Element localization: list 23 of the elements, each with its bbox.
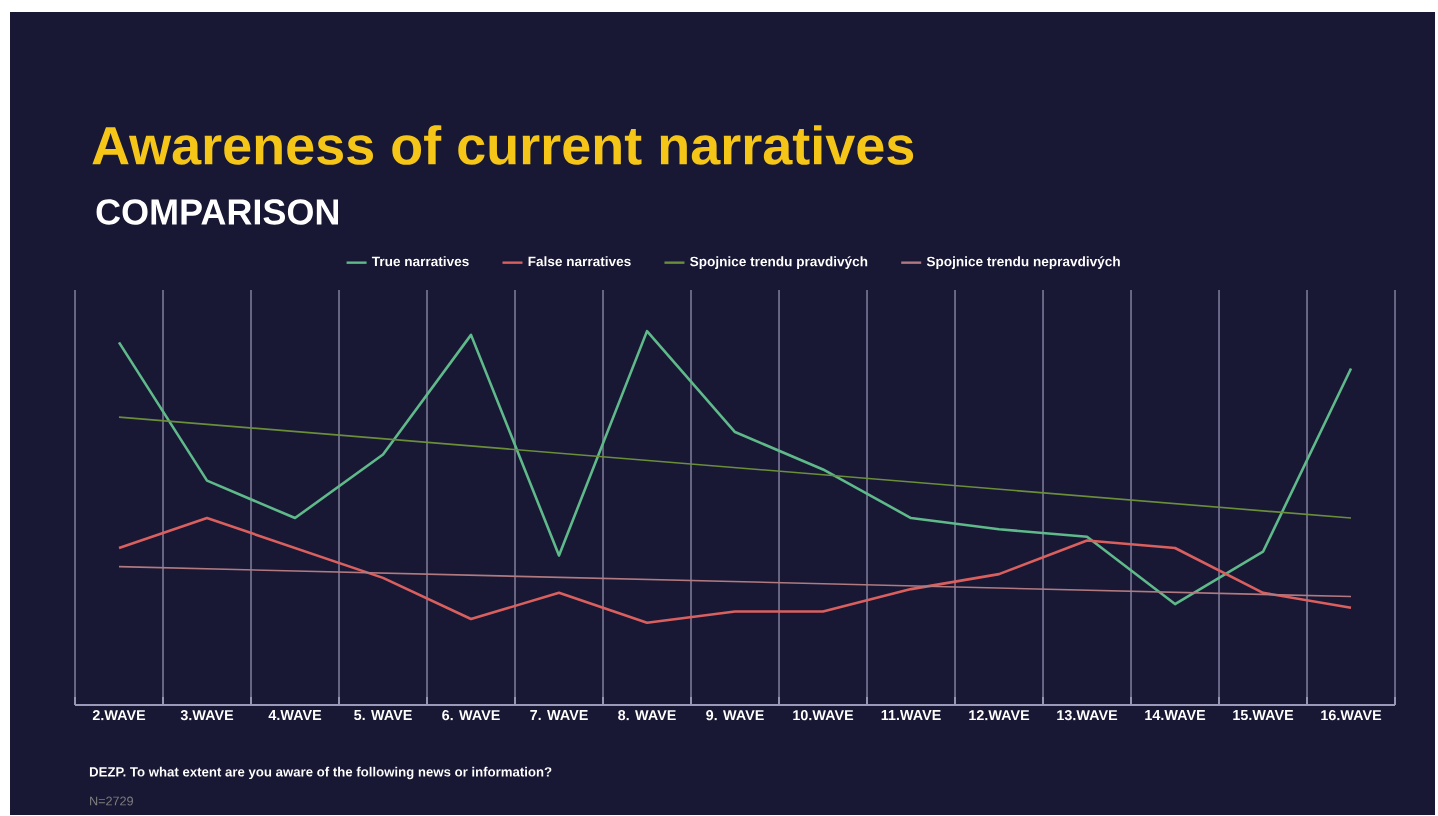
chart-subtitle: COMPARISON [96, 199, 339, 225]
x-tick-label: 4.WAVE [268, 710, 322, 720]
legend-label: True narratives [371, 256, 469, 267]
legend-label: False narratives [528, 256, 631, 267]
x-tick-label: 7. WAVE [530, 710, 588, 720]
legend-label: Spojnice trendu pravdivých [690, 256, 868, 269]
x-tick-label: 13.WAVE [1057, 710, 1118, 721]
x-tick-label: 8. WAVE [618, 710, 676, 721]
text: DEZP. To what extent are you aware of the following news or information? [89, 766, 552, 780]
x-tick-label: 5. WAVE [354, 710, 412, 721]
chart-title: Awareness of current narratives [92, 125, 914, 165]
x-tick-label: 2.WAVE [92, 710, 146, 721]
text: N=2729 [90, 796, 133, 806]
x-tick-label: 14.WAVE [1145, 710, 1206, 720]
x-tick-label: 12.WAVE [969, 710, 1030, 721]
x-tick-label: 16.WAVE [1321, 710, 1382, 721]
legend-label: Spojnice trendu nepravdivých [926, 256, 1120, 269]
x-tick-label: 9. WAVE [706, 710, 764, 721]
x-tick-label: 11.WAVE [881, 710, 941, 720]
x-tick-label: 6. WAVE [442, 710, 500, 721]
x-tick-label: 10.WAVE [793, 710, 854, 721]
x-tick-label: 15.WAVE [1233, 710, 1294, 721]
x-tick-label: 3.WAVE [180, 710, 234, 721]
